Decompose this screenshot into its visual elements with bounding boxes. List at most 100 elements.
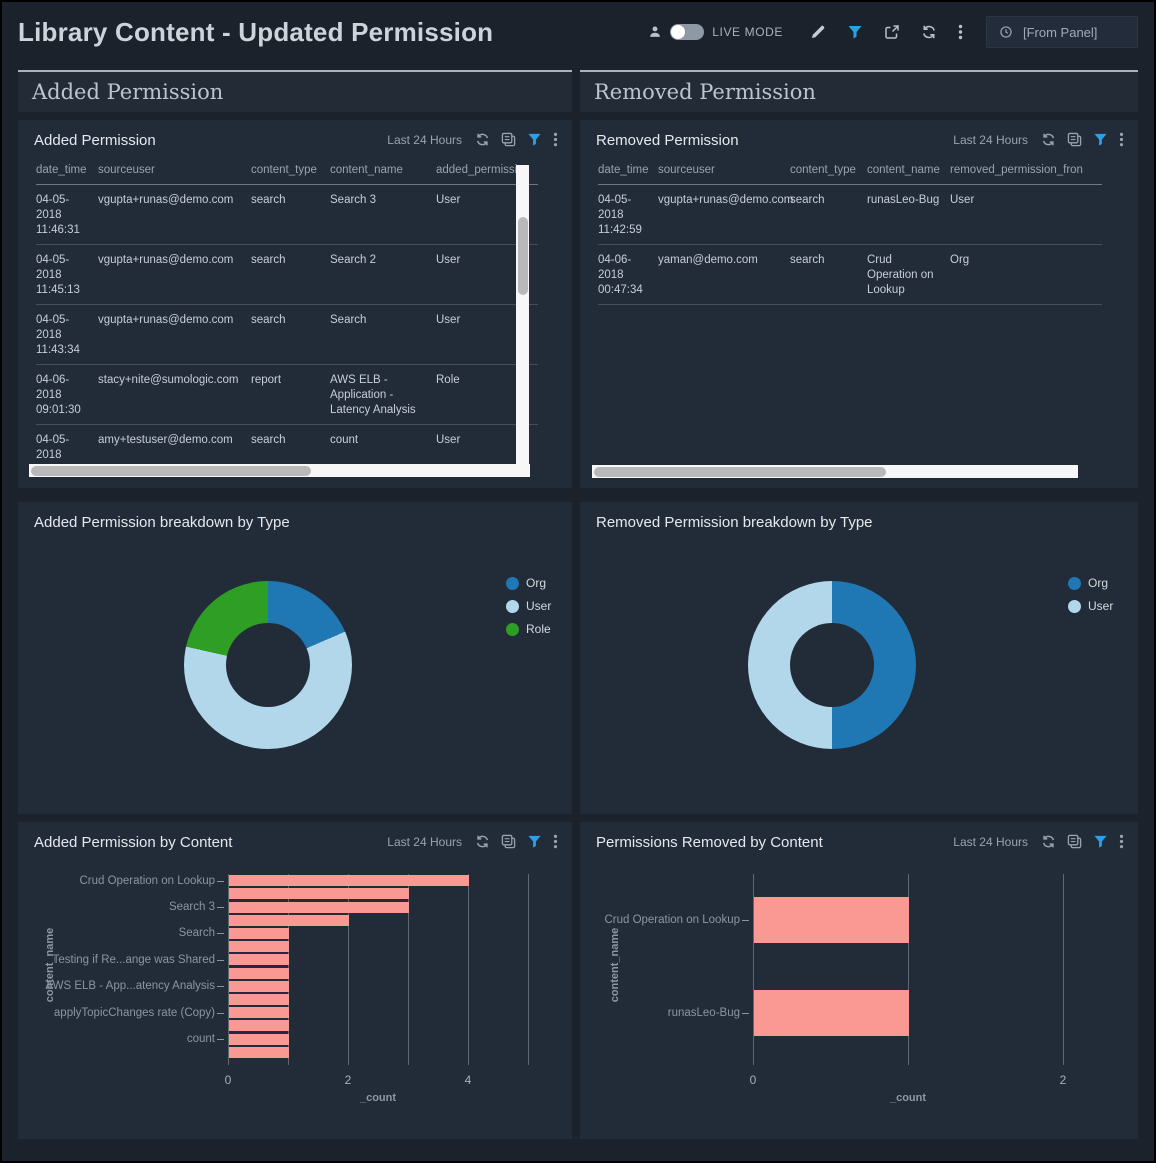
horizontal-scrollbar-thumb[interactable] — [594, 466, 886, 477]
table-cell: runasLeo-Bug — [867, 194, 940, 206]
donut-chart[interactable] — [748, 581, 916, 749]
legend-item[interactable]: User — [506, 599, 551, 613]
panel-time-range: Last 24 Hours — [387, 834, 462, 849]
refresh-icon[interactable] — [1041, 132, 1056, 147]
category-label: count — [186, 1033, 215, 1046]
filter-icon[interactable] — [527, 834, 542, 849]
clock-icon — [999, 25, 1013, 39]
table-cell: vgupta+runas@demo.com — [658, 194, 794, 206]
y-axis-labels: Crud Operation on Lookup runasLeo-Bug — [580, 874, 753, 1059]
column-header: content_name — [867, 164, 940, 176]
category-label: AWS ELB - App...atency Analysis — [45, 980, 215, 993]
bar[interactable] — [229, 967, 289, 979]
kebab-menu-icon[interactable] — [553, 834, 558, 849]
page-title: Library Content - Updated Permission — [18, 16, 494, 47]
legend-label: Org — [1088, 576, 1109, 590]
legend-swatch — [506, 599, 519, 613]
table-row[interactable]: 04-05-2018 11:45:13 vgupta+runas@demo.com… — [36, 245, 538, 305]
live-mode-label: LIVE MODE — [712, 25, 783, 39]
bar[interactable] — [229, 888, 409, 900]
filter-icon[interactable] — [527, 132, 542, 147]
panel-title: Added Permission breakdown by Type — [34, 514, 290, 531]
bar[interactable] — [229, 927, 289, 939]
table-body: 04-05-2018 11:46:31 vgupta+runas@demo.com… — [36, 185, 538, 461]
section-header-removed: Removed Permission — [580, 70, 1138, 112]
gridline — [1063, 874, 1064, 1065]
panel-time-range: Last 24 Hours — [953, 834, 1028, 849]
panel-controls: Last 24 Hours — [387, 132, 558, 147]
live-mode-toggle[interactable] — [670, 24, 705, 40]
bar[interactable] — [229, 941, 289, 953]
panel-title: Added Permission by Content — [34, 834, 233, 851]
category-label: Crud Operation on Lookup — [79, 874, 215, 887]
kebab-menu-icon[interactable] — [1119, 132, 1124, 147]
removed-permission-table: date_time sourceuser content_type content_n… — [580, 163, 1102, 461]
horizontal-scrollbar-thumb[interactable] — [31, 465, 311, 476]
filter-icon[interactable] — [847, 24, 863, 40]
kebab-menu-icon[interactable] — [1119, 834, 1124, 849]
added-permission-table: date_time sourceuser content_type content_n… — [18, 163, 538, 461]
kebab-menu-icon[interactable] — [958, 24, 963, 40]
donut-chart[interactable] — [184, 581, 352, 749]
tick-mark — [217, 907, 224, 909]
bar[interactable] — [754, 989, 909, 1036]
copy-icon[interactable] — [1067, 132, 1082, 147]
table-cell: Crud Operation on Lookup — [867, 254, 934, 296]
table-row[interactable]: 04-05-2018 11:46:31 vgupta+runas@demo.com… — [36, 185, 538, 245]
column-header: removed_permission_fron — [950, 164, 1083, 176]
filter-icon[interactable] — [1093, 132, 1108, 147]
bar[interactable] — [229, 914, 349, 926]
bar[interactable] — [229, 954, 289, 966]
panel-controls: Last 24 Hours — [953, 834, 1124, 849]
copy-icon[interactable] — [501, 132, 516, 147]
table-row[interactable]: 04-05-2018 11:42:59 vgupta+runas@demo.com… — [598, 185, 1102, 245]
table-row[interactable]: 04-05-2018 11:43:34 vgupta+runas@demo.com… — [36, 305, 538, 365]
bar[interactable] — [754, 897, 909, 944]
chart-legend: Org User — [1068, 576, 1113, 613]
table-cell: User — [950, 194, 975, 206]
filter-icon[interactable] — [1093, 834, 1108, 849]
table-cell: 04-05-2018 11:43:34 — [36, 314, 80, 356]
table-cell: Role — [436, 374, 460, 386]
vertical-scrollbar-thumb[interactable] — [517, 217, 528, 295]
bar[interactable] — [229, 1007, 289, 1019]
panel-removed-breakdown: Removed Permission breakdown by Type Org… — [580, 502, 1138, 814]
category-label: runasLeo-Bug — [667, 1006, 740, 1019]
refresh-icon[interactable] — [1041, 834, 1056, 849]
table-cell: amy+testuser@demo.com — [98, 434, 233, 446]
table-row[interactable]: 04-06-2018 00:47:34 yaman@demo.com search C… — [598, 245, 1102, 305]
legend-item[interactable]: Role — [506, 622, 551, 636]
legend-item[interactable]: User — [1068, 599, 1113, 613]
column-header: content_type — [790, 164, 856, 176]
bar[interactable] — [229, 1046, 289, 1058]
refresh-icon[interactable] — [475, 132, 490, 147]
kebab-menu-icon[interactable] — [553, 132, 558, 147]
bar[interactable] — [229, 980, 289, 992]
bar[interactable] — [229, 1033, 289, 1045]
gridline — [468, 874, 469, 1065]
category-label: Testing if Re...ange was Shared — [52, 953, 215, 966]
panel-time-range: Last 24 Hours — [387, 132, 462, 147]
edit-pencil-icon[interactable] — [810, 24, 826, 40]
table-cell: 04-06-2018 00:47:34 — [598, 254, 643, 296]
table-row[interactable]: 04-06-2018 09:01:30 stacy+nite@sumologic.… — [36, 365, 538, 425]
horizontal-scrollbar[interactable] — [29, 464, 530, 477]
refresh-icon[interactable] — [921, 24, 937, 40]
horizontal-scrollbar[interactable] — [592, 465, 1078, 478]
table-cell: stacy+nite@sumologic.com — [98, 374, 239, 386]
table-cell: User — [436, 254, 461, 266]
legend-item[interactable]: Org — [1068, 576, 1113, 590]
refresh-icon[interactable] — [475, 834, 490, 849]
time-range-selector[interactable]: [From Panel] — [986, 16, 1138, 48]
table-row[interactable]: 04-05-2018 amy+testuser@demo.com search cou… — [36, 425, 538, 461]
bar[interactable] — [229, 901, 409, 913]
bar[interactable] — [229, 994, 289, 1006]
copy-icon[interactable] — [501, 834, 516, 849]
table-cell: 04-06-2018 09:01:30 — [36, 374, 81, 416]
copy-icon[interactable] — [1067, 834, 1082, 849]
bar[interactable] — [229, 1020, 289, 1032]
vertical-scrollbar[interactable] — [516, 165, 529, 465]
legend-item[interactable]: Org — [506, 576, 551, 590]
bar[interactable] — [229, 875, 469, 887]
share-icon[interactable] — [884, 24, 900, 40]
